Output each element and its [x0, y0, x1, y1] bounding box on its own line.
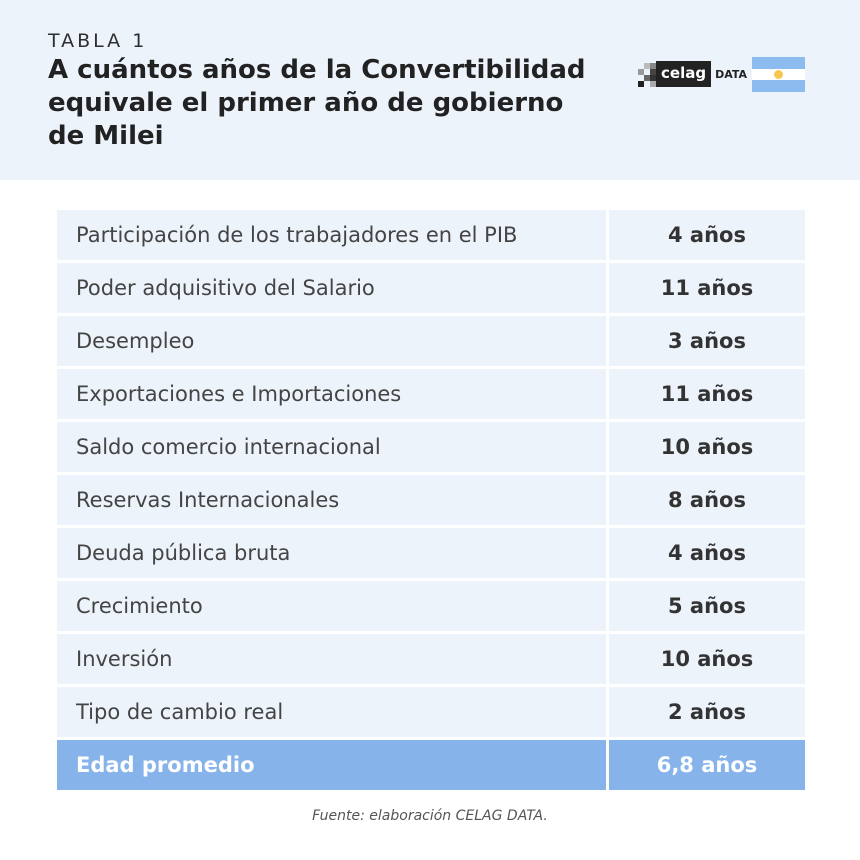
- header: TABLA 1 A cuántos años de la Convertibil…: [0, 0, 860, 180]
- row-label: Reservas Internacionales: [57, 475, 609, 525]
- row-label: Exportaciones e Importaciones: [57, 369, 609, 419]
- row-value: 10 años: [609, 634, 805, 684]
- total-row: Edad promedio 6,8 años: [57, 740, 805, 790]
- row-value: 4 años: [609, 528, 805, 578]
- row-label: Saldo comercio internacional: [57, 422, 609, 472]
- pixel-icon: [638, 61, 656, 87]
- row-label: Desempleo: [57, 316, 609, 366]
- row-value: 2 años: [609, 687, 805, 737]
- table-row: Tipo de cambio real 2 años: [57, 687, 805, 737]
- table-row: Saldo comercio internacional 10 años: [57, 422, 805, 472]
- table-row: Desempleo 3 años: [57, 316, 805, 366]
- table-row: Inversión 10 años: [57, 634, 805, 684]
- row-label: Crecimiento: [57, 581, 609, 631]
- argentina-flag-icon: [752, 57, 805, 93]
- row-value: 11 años: [609, 263, 805, 313]
- data-table: Participación de los trabajadores en el …: [57, 207, 805, 793]
- row-value: 3 años: [609, 316, 805, 366]
- row-label: Deuda pública bruta: [57, 528, 609, 578]
- logo-text: celag: [656, 61, 712, 87]
- table-row: Poder adquisitivo del Salario 11 años: [57, 263, 805, 313]
- row-value: 5 años: [609, 581, 805, 631]
- table-row: Participación de los trabajadores en el …: [57, 210, 805, 260]
- row-label: Poder adquisitivo del Salario: [57, 263, 609, 313]
- row-value: 10 años: [609, 422, 805, 472]
- table-row: Exportaciones e Importaciones 11 años: [57, 369, 805, 419]
- source-note: Fuente: elaboración CELAG DATA.: [312, 808, 548, 824]
- table-row: Deuda pública bruta 4 años: [57, 528, 805, 578]
- row-label: Tipo de cambio real: [57, 687, 609, 737]
- table-row: Crecimiento 5 años: [57, 581, 805, 631]
- row-label: Participación de los trabajadores en el …: [57, 210, 609, 260]
- row-value: 4 años: [609, 210, 805, 260]
- total-label: Edad promedio: [57, 740, 609, 790]
- logo-suffix: DATA: [715, 67, 748, 81]
- row-label: Inversión: [57, 634, 609, 684]
- celag-logo: celag DATA: [638, 61, 747, 87]
- row-value: 11 años: [609, 369, 805, 419]
- row-value: 8 años: [609, 475, 805, 525]
- total-value: 6,8 años: [609, 740, 805, 790]
- table-label: TABLA 1: [48, 30, 148, 52]
- page-title: A cuántos años de la Convertibilidad equ…: [48, 55, 586, 151]
- table-row: Reservas Internacionales 8 años: [57, 475, 805, 525]
